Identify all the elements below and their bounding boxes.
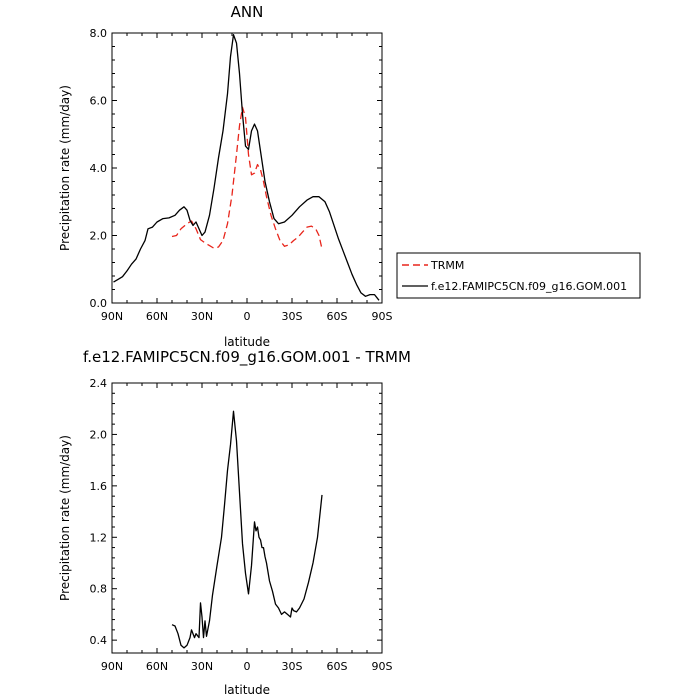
top-chart: ANN 90N 60N 30N 0 30S 60S 90S 0.0 2.0 4.0 6.0 8.0 l… bbox=[58, 3, 393, 349]
top-x-tick-label: 0 bbox=[244, 310, 251, 323]
top-y-tick-label: 6.0 bbox=[90, 95, 108, 108]
bottom-x-tick-label: 0 bbox=[244, 660, 251, 673]
bottom-x-tick-label: 30N bbox=[191, 660, 213, 673]
top-x-tick-label: 30S bbox=[282, 310, 303, 323]
bottom-x-tick-label: 90N bbox=[101, 660, 123, 673]
top-chart-frame bbox=[111, 32, 383, 304]
bottom-chart-lines bbox=[171, 410, 323, 649]
top-y-tick-label: 8.0 bbox=[90, 27, 108, 40]
top-x-tick-label: 90N bbox=[101, 310, 123, 323]
bottom-y-tick-label: 2.0 bbox=[90, 428, 108, 441]
top-chart-axes: 90N 60N 30N 0 30S 60S 90S 0.0 2.0 4.0 6.0 8.0 bbox=[90, 27, 393, 323]
top-y-tick-label: 2.0 bbox=[90, 230, 108, 243]
legend-box bbox=[396, 252, 641, 299]
bottom-chart-ylabel: Precipitation rate (mm/day) bbox=[58, 435, 72, 601]
bottom-chart-title: f.e12.FAMIPC5CN.f09_g16.GOM.001 - TRMM bbox=[83, 348, 411, 367]
top-chart-ylabel: Precipitation rate (mm/day) bbox=[58, 85, 72, 251]
top-series-line-1 bbox=[113, 34, 380, 301]
bottom-y-tick-label: 1.2 bbox=[90, 531, 108, 544]
bottom-y-tick-label: 2.4 bbox=[90, 377, 108, 390]
bottom-y-tick-label: 0.8 bbox=[90, 583, 108, 596]
bottom-x-tick-label: 30S bbox=[282, 660, 303, 673]
top-y-tick-label: 0.0 bbox=[90, 297, 108, 310]
legend-label-trmm: TRMM bbox=[430, 259, 464, 272]
bottom-series-line-0 bbox=[171, 410, 323, 649]
bottom-chart-frame bbox=[111, 382, 383, 654]
top-x-tick-label: 60N bbox=[146, 310, 168, 323]
legend-label-model: f.e12.FAMIPC5CN.f09_g16.GOM.001 bbox=[431, 280, 627, 293]
bottom-y-tick-label: 1.6 bbox=[90, 480, 108, 493]
bottom-x-tick-label: 90S bbox=[372, 660, 393, 673]
bottom-chart-xlabel: latitude bbox=[224, 683, 270, 697]
top-y-tick-label: 4.0 bbox=[90, 162, 108, 175]
top-chart-lines bbox=[113, 34, 380, 301]
top-x-tick-label: 60S bbox=[327, 310, 348, 323]
top-chart-xlabel: latitude bbox=[224, 335, 270, 349]
top-x-tick-label: 90S bbox=[372, 310, 393, 323]
legend: TRMM f.e12.FAMIPC5CN.f09_g16.GOM.001 bbox=[396, 252, 641, 299]
bottom-chart-axes: 90N 60N 30N 0 30S 60S 90S 0.4 0.8 1.2 1.6 2.0 2.4 bbox=[90, 377, 393, 673]
top-chart-title: ANN bbox=[231, 3, 264, 21]
top-series-line-0 bbox=[171, 106, 323, 250]
top-x-tick-label: 30N bbox=[191, 310, 213, 323]
bottom-x-tick-label: 60S bbox=[327, 660, 348, 673]
bottom-x-tick-label: 60N bbox=[146, 660, 168, 673]
bottom-chart: f.e12.FAMIPC5CN.f09_g16.GOM.001 - TRMM 9… bbox=[58, 348, 411, 697]
bottom-y-tick-label: 0.4 bbox=[90, 634, 108, 647]
